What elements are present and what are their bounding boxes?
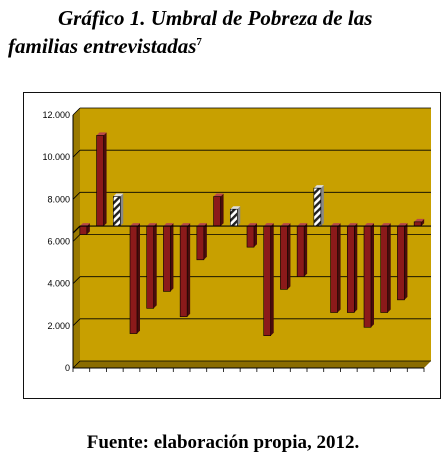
source-caption: Fuente: elaboración propia, 2012. [86, 432, 360, 453]
bar-side [203, 223, 207, 260]
bar-top [280, 223, 291, 227]
bar-side [371, 223, 374, 328]
bar [397, 225, 405, 301]
gridline-side [72, 107, 81, 116]
gridline-side [72, 192, 81, 200]
bar-chart: 0 2.000 4.000 6.000 8.000 10.000 12.000 [42, 107, 431, 373]
bar-side [103, 132, 107, 227]
y-tick-label: 2.000 [47, 321, 70, 331]
bar [96, 135, 104, 227]
poverty-line-side [72, 225, 81, 234]
gridline-side [72, 360, 81, 369]
bar-top [96, 132, 107, 136]
bar-side [287, 223, 291, 290]
bar-top [380, 223, 391, 227]
bar [380, 225, 389, 313]
bar-top [230, 206, 241, 210]
bar [146, 225, 155, 309]
bar-side [320, 185, 324, 227]
y-tick-label: 0 [65, 363, 70, 373]
bar [346, 225, 355, 313]
bar-side [137, 223, 140, 334]
bar-side [170, 223, 174, 292]
bar-top [247, 223, 257, 227]
bar [213, 196, 221, 227]
chart-title: Gráfico 1. Umbral de Pobreza de las fami… [8, 6, 438, 58]
bar-side [153, 223, 157, 309]
bar [330, 225, 338, 313]
bar [296, 225, 305, 277]
bar-side [187, 223, 191, 317]
title-line-2: familias entrevistadas7 [8, 30, 438, 58]
bar-top [414, 218, 425, 222]
bar [129, 225, 138, 334]
bar-side [220, 193, 224, 227]
bar-side [304, 223, 308, 277]
gridline-side [72, 318, 81, 327]
bar-top [330, 223, 341, 227]
bar-side [404, 223, 408, 300]
bar-top [313, 185, 324, 189]
bar [179, 225, 188, 318]
bar [363, 225, 372, 328]
bar-top [263, 223, 274, 227]
bar-top [397, 223, 408, 227]
bar-side [237, 206, 241, 227]
bar-top [297, 223, 308, 227]
y-tick-label: 8.000 [47, 194, 70, 204]
bar-side [120, 193, 124, 227]
bar-side [354, 223, 358, 313]
bar-top [146, 223, 157, 227]
bar-side [387, 223, 391, 313]
y-tick-label: 6.000 [47, 237, 70, 247]
bar-top [130, 223, 140, 227]
bar-side [270, 223, 274, 336]
bar [263, 225, 272, 336]
bar [280, 225, 288, 290]
threshold-bar [112, 196, 121, 227]
y-tick-label: 10.000 [42, 152, 70, 162]
bar-top [79, 223, 90, 227]
bar-top [113, 193, 124, 197]
bar-top [163, 223, 174, 227]
bar [246, 225, 255, 248]
y-tick-label: 4.000 [47, 279, 70, 289]
threshold-bar [313, 187, 322, 227]
bar-side [421, 218, 425, 227]
bar-top [213, 193, 224, 197]
gridline-side [72, 276, 81, 284]
bar-top [364, 223, 374, 227]
bar [413, 221, 422, 227]
bar-top [196, 223, 207, 227]
plot-floor [73, 361, 431, 368]
bar-top [180, 223, 191, 227]
bar [79, 225, 88, 235]
gridline-side [72, 234, 81, 242]
bar-side [254, 223, 257, 248]
chart-frame: 0 2.000 4.000 6.000 8.000 10.000 12.000 [23, 92, 441, 399]
bar [163, 225, 171, 292]
footnote-marker: 7 [196, 36, 202, 48]
y-tick-label: 12.000 [42, 110, 70, 120]
bar-side [337, 223, 341, 313]
bar [196, 225, 205, 261]
bar-top [347, 223, 358, 227]
title-line-1: Gráfico 1. Umbral de Pobreza de las [58, 6, 373, 30]
title-line-2-text: familias entrevistadas [8, 34, 197, 58]
gridline-side [72, 149, 81, 158]
threshold-bar [229, 208, 238, 227]
